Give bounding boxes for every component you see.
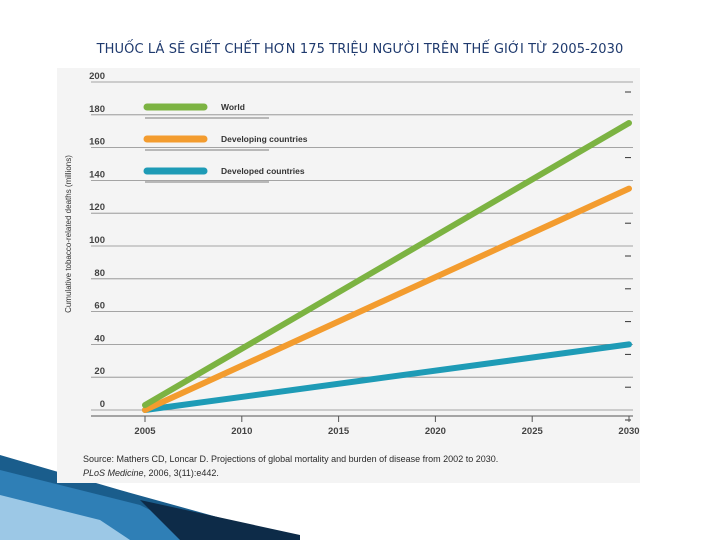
series-line-developing-countries [142, 185, 632, 413]
y-tick-label: 40 [94, 333, 105, 344]
source-citation: Source: Mathers CD, Loncar D. Projection… [83, 452, 498, 480]
series-lines [142, 120, 632, 413]
y-tick-label: 120 [89, 202, 105, 213]
y-tick-label: 20 [94, 366, 105, 377]
source-journal: PLoS Medicine [83, 468, 144, 478]
x-axis-ticks: 2005 2010 2015 2020 2025 2030 [134, 416, 640, 437]
y-tick-label: 0 [100, 399, 105, 410]
chart-panel: 0 20 40 60 80 100 120 140 160 180 200 2005 2010 2015… [57, 68, 640, 483]
y-tick-label: 60 [94, 301, 105, 312]
x-tick-label: 2030 [618, 426, 639, 437]
y-tick-label: 160 [89, 137, 105, 148]
slide-title: THUỐC LÁ SẼ GIẾT CHẾT HƠN 175 TRIỆU NGƯỜ… [96, 42, 624, 57]
y-axis-ticks: 0 20 40 60 80 100 120 140 160 180 200 [89, 71, 105, 410]
y-axis-label: Cumulative tobacco-related deaths (milli… [64, 155, 73, 313]
line-chart: 0 20 40 60 80 100 120 140 160 180 200 2005 2010 2015… [64, 71, 640, 437]
y-tick-label: 180 [89, 104, 105, 115]
series-line-developed-countries [142, 341, 632, 413]
x-tick-label: 2010 [231, 426, 252, 437]
chart-grid [91, 81, 633, 421]
source-details: , 2006, 3(11):e442. [143, 468, 219, 478]
y-tick-label: 80 [94, 268, 105, 279]
legend-label: World [221, 102, 245, 112]
source-line-2: PLoS Medicine, 2006, 3(11):e442. [83, 466, 498, 480]
series-line-world [142, 120, 632, 409]
x-tick-label: 2020 [425, 426, 446, 437]
x-tick-label: 2005 [134, 426, 156, 437]
y-tick-label: 100 [89, 235, 105, 246]
x-tick-label: 2015 [328, 426, 350, 437]
source-line-1: Source: Mathers CD, Loncar D. Projection… [83, 454, 499, 464]
y-tick-label: 140 [89, 169, 105, 180]
chart-legend: World Developing countries Developed count… [143, 102, 308, 183]
legend-label: Developed countries [221, 166, 305, 176]
x-tick-label: 2025 [522, 426, 544, 437]
legend-label: Developing countries [221, 134, 308, 144]
y-tick-label: 200 [89, 71, 105, 82]
